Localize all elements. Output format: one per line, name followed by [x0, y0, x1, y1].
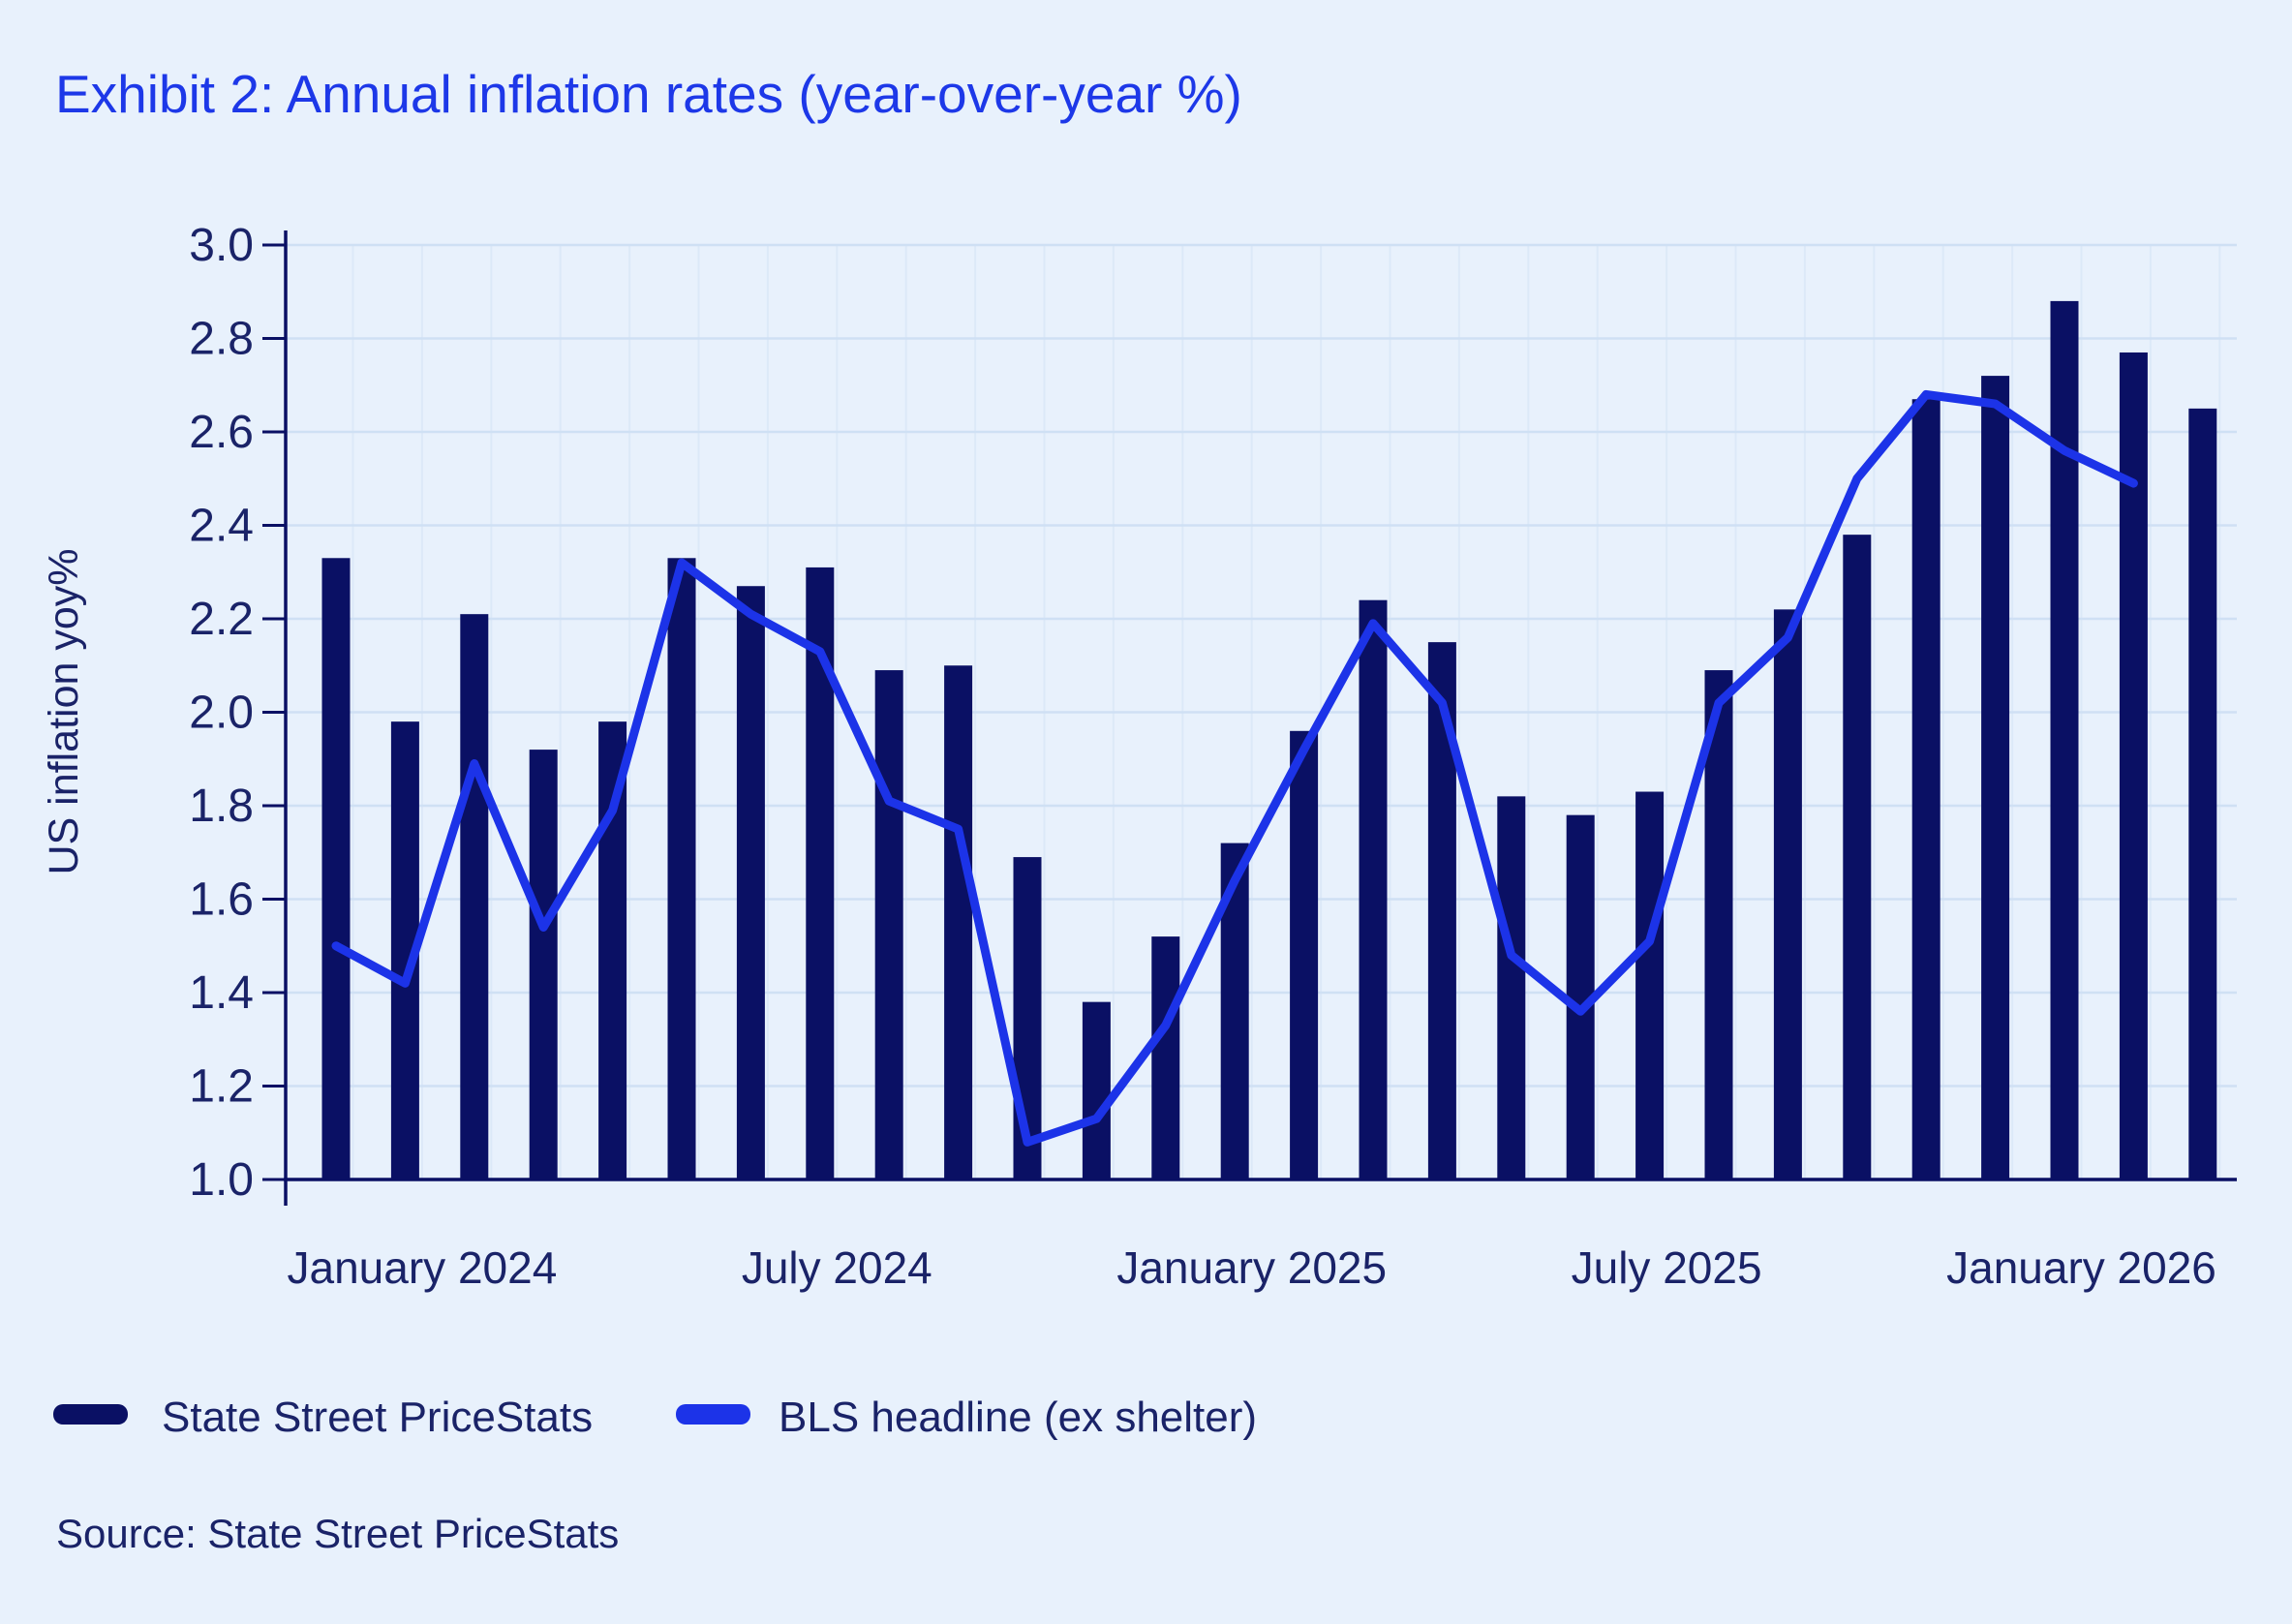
bar	[529, 750, 558, 1180]
bar	[1843, 535, 1872, 1180]
bar	[2119, 352, 2148, 1180]
y-axis-tick-label: 1.4	[189, 967, 254, 1019]
page-title: Exhibit 2: Annual inflation rates (year-…	[55, 64, 1242, 124]
y-axis-tick-label: 2.6	[189, 407, 254, 458]
bar	[1635, 791, 1665, 1180]
pricestats-legend-label: State Street PriceStats	[162, 1394, 593, 1441]
bar	[874, 670, 903, 1180]
bar	[2050, 300, 2079, 1180]
bls-legend-label: BLS headline (ex shelter)	[779, 1394, 1257, 1441]
bar	[1151, 936, 1180, 1180]
bar-series-pricestats	[321, 300, 2217, 1180]
bar	[1290, 730, 1319, 1180]
x-axis-tick-labels: January 2024 July 2024 January 2025 July 20…	[288, 1242, 2216, 1293]
horizontal-gridlines	[286, 243, 2237, 1088]
bar	[1981, 376, 2010, 1180]
y-axis-tick-label: 1.0	[189, 1154, 254, 1206]
line-series-bls	[331, 389, 2138, 1147]
bls-line	[331, 389, 2138, 1147]
x-axis-tick-label: January 2026	[1946, 1242, 2216, 1293]
bar	[944, 665, 973, 1180]
bar	[736, 586, 765, 1180]
bar	[1497, 796, 1526, 1180]
bar	[460, 614, 489, 1180]
bar	[321, 558, 351, 1180]
x-axis-tick-label: July 2025	[1572, 1242, 1762, 1293]
y-axis-tick-label: 1.2	[189, 1061, 254, 1113]
legend: State Street PriceStats BLS headline (ex…	[53, 1394, 1257, 1441]
y-axis-tick-label: 3.0	[189, 220, 254, 271]
y-axis-tick-label: 2.2	[189, 594, 254, 645]
y-axis-tick-label: 1.6	[189, 874, 254, 926]
bar	[1359, 599, 1388, 1180]
bar	[1082, 1001, 1111, 1180]
y-axis-tick-label: 2.8	[189, 314, 254, 365]
pricestats-legend-swatch-icon	[53, 1404, 128, 1425]
y-axis-tick-label: 2.0	[189, 688, 254, 739]
y-axis-tick-labels: 3.0 2.8 2.6 2.4 2.2 2.0 1.8 1.6 1.4 1.2 1.0	[189, 220, 286, 1206]
source-note: Source: State Street PriceStats	[56, 1511, 619, 1556]
bls-legend-swatch-icon	[676, 1404, 750, 1425]
bar	[1911, 399, 1941, 1180]
x-axis-tick-label: July 2024	[742, 1242, 932, 1293]
bar	[667, 558, 696, 1180]
x-axis-tick-label: January 2024	[288, 1242, 558, 1293]
bar	[2188, 408, 2217, 1180]
bar	[1704, 670, 1733, 1180]
bar	[1773, 609, 1802, 1180]
x-axis-tick-label: January 2025	[1116, 1242, 1387, 1293]
y-axis-tick-label: 2.4	[189, 501, 254, 552]
y-axis-tick-label: 1.8	[189, 781, 254, 832]
y-axis-title: US inflation yoy%	[41, 549, 87, 875]
